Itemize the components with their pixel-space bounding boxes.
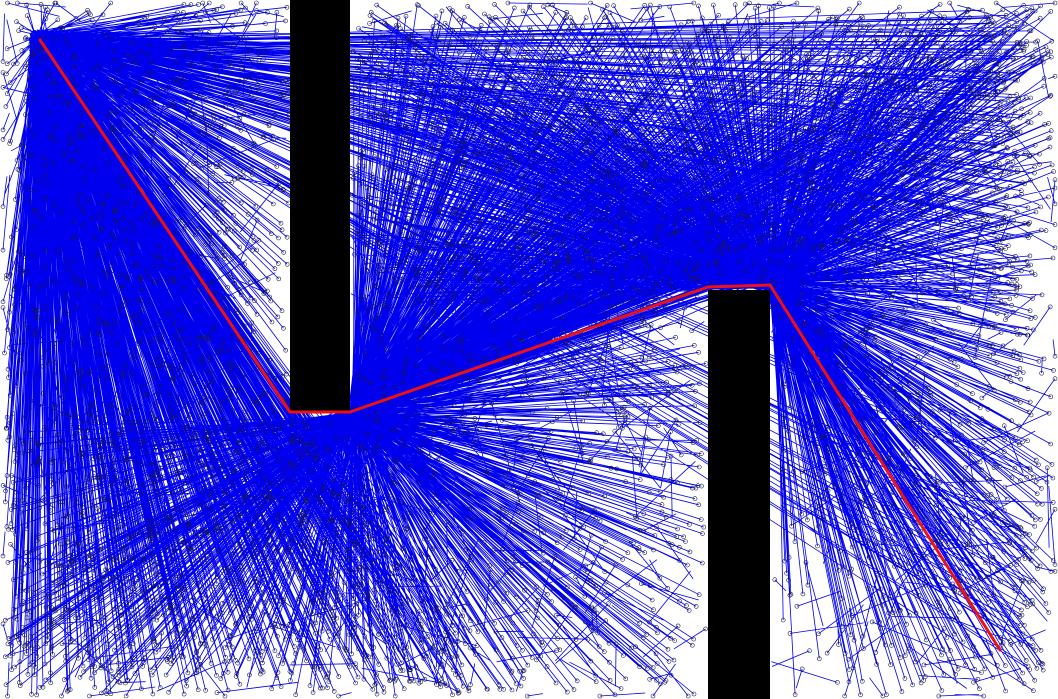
obstacle-upper-wall	[290, 0, 350, 412]
obstacle-lower-wall	[708, 290, 770, 699]
solution-path	[38, 38, 1002, 652]
obstacles	[290, 0, 770, 699]
solution-path-group	[38, 38, 1002, 652]
